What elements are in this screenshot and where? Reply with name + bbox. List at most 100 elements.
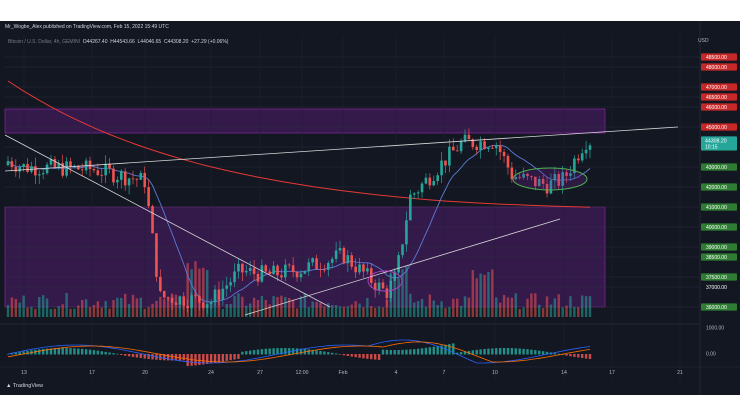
candle-body — [307, 262, 311, 272]
publisher-line: Mr_Wogbe_Alex published on TradingView.c… — [5, 24, 169, 30]
symbol-label: Bitcoin / U.S. Dollar, 4h, GEMINI — [8, 39, 80, 45]
time-tick-label: 24 — [208, 370, 214, 376]
zone-0 — [4, 108, 606, 134]
macd-histogram-bar — [413, 349, 416, 355]
candle-body — [377, 282, 381, 291]
macd-histogram-bar — [370, 354, 373, 360]
macd-histogram-bar — [104, 351, 107, 355]
candle-body — [405, 220, 408, 245]
volume-bar — [409, 293, 412, 317]
candle-body — [233, 271, 236, 283]
price-level-tag — [701, 273, 737, 281]
macd-histogram-bar — [194, 354, 197, 366]
candle-body — [514, 176, 518, 180]
price-level-tag — [701, 103, 737, 111]
macd-histogram-bar — [299, 348, 303, 355]
volume-bar — [61, 304, 64, 317]
candle-body — [260, 265, 264, 282]
candle-body — [487, 147, 490, 150]
macd-histogram-bar — [455, 352, 459, 355]
macd-histogram-bar — [510, 348, 514, 355]
volume-bar — [127, 304, 131, 317]
macd-histogram-bar — [38, 349, 41, 355]
macd-histogram-bar — [14, 352, 18, 355]
candle-body — [127, 178, 131, 186]
volume-bar — [565, 305, 568, 317]
volume-bar — [100, 307, 103, 317]
candle-body — [26, 164, 29, 172]
volume-bar — [104, 301, 107, 317]
volume-bar — [362, 307, 365, 317]
candle-body — [366, 268, 369, 272]
candle-body — [326, 262, 330, 270]
volume-bar — [526, 298, 529, 317]
time-tick-label: Feb — [339, 370, 348, 376]
macd-histogram-bar — [409, 349, 412, 355]
volume-bar — [18, 302, 21, 317]
volume-bar — [252, 297, 256, 317]
candle-body — [166, 297, 170, 299]
macd-histogram-bar — [284, 348, 287, 355]
candle-body — [147, 187, 150, 207]
macd-histogram-bar — [182, 354, 185, 361]
volume-bar — [163, 299, 166, 317]
volume-bar — [569, 296, 572, 317]
candle-body — [10, 161, 14, 168]
candle-body — [502, 152, 506, 157]
macd-histogram-bar — [241, 351, 244, 355]
volume-bar — [151, 303, 154, 317]
candle-body — [65, 161, 68, 176]
volume-bar — [588, 296, 592, 317]
ma-long-line — [7, 80, 591, 208]
price-level-tag — [701, 223, 737, 231]
macd-histogram-bar — [209, 354, 213, 364]
candle-body — [268, 271, 272, 275]
volume-bar — [327, 303, 330, 317]
volume-bar — [206, 270, 209, 317]
candle-body — [541, 179, 545, 184]
volume-bar — [432, 300, 435, 317]
volume-bar — [479, 273, 482, 317]
volume-bar — [467, 297, 471, 317]
volume-bar — [502, 295, 506, 317]
candle-body — [209, 301, 213, 305]
volume-bar — [377, 306, 381, 317]
candle-body — [131, 178, 135, 180]
price-level-tag — [701, 83, 737, 91]
volume-bar — [444, 307, 447, 317]
macd-histogram-bar — [276, 348, 279, 355]
volume-bar — [233, 295, 236, 317]
volume-bar — [303, 293, 307, 317]
price-tick-label: 48000.00 — [706, 65, 727, 71]
volume-bar — [334, 305, 338, 317]
macd-histogram-bar — [479, 349, 482, 355]
macd-histogram-bar — [163, 354, 166, 361]
macd-histogram-bar — [198, 354, 201, 365]
macd-histogram-bar — [565, 354, 568, 356]
macd-histogram-bar — [584, 354, 588, 359]
candle-body — [467, 134, 471, 140]
brand-label: TradingView — [12, 383, 44, 389]
volume-bar — [498, 302, 502, 317]
volume-bar — [522, 307, 525, 317]
volume-bar — [420, 298, 424, 317]
macd-histogram-bar — [448, 344, 451, 355]
candle-body — [522, 173, 525, 178]
candle-body — [393, 272, 396, 281]
macd-histogram-bar — [577, 354, 580, 358]
candle-body — [588, 145, 592, 150]
macd-histogram-bar — [268, 348, 271, 355]
macd-histogram-bar — [143, 354, 146, 359]
price-chart: 36000.00 37000.00 37500.00 38500.00 39000.00… — [0, 21, 740, 395]
volume-bar — [413, 302, 416, 317]
candle-body — [159, 276, 162, 292]
volume-bar — [561, 307, 564, 317]
macd-histogram-bar — [514, 348, 517, 355]
macd-histogram-bar — [65, 348, 68, 355]
candle-body — [303, 271, 307, 274]
candle-body — [229, 282, 232, 286]
candle-body — [436, 175, 439, 182]
macd-histogram-bar — [534, 350, 537, 355]
time-tick-label: 4 — [395, 370, 398, 376]
candle-body — [451, 146, 455, 151]
